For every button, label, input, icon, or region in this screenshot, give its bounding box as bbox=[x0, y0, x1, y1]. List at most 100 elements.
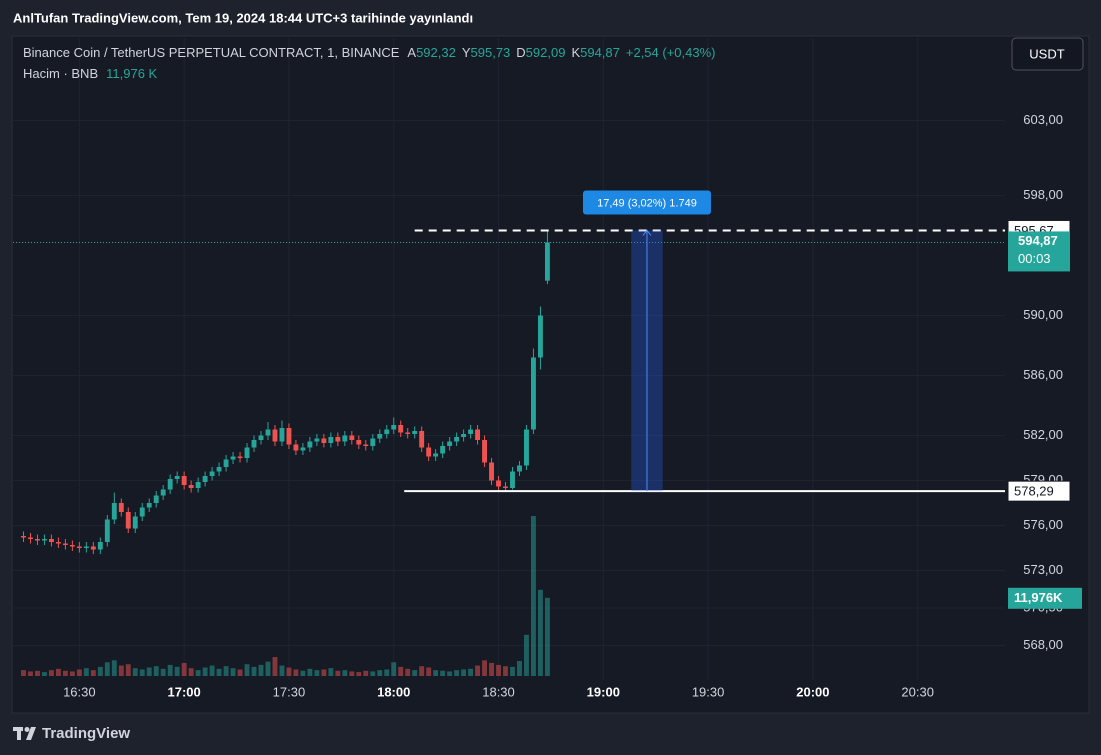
volume-bar bbox=[83, 668, 89, 676]
volume-bar bbox=[398, 666, 404, 676]
candle-body bbox=[286, 428, 292, 445]
candle-body bbox=[279, 428, 285, 442]
candle-body bbox=[28, 537, 33, 539]
volume-bar bbox=[524, 634, 529, 676]
candle-body bbox=[55, 542, 61, 544]
currency-label[interactable]: USDT bbox=[1029, 46, 1064, 61]
candle-body bbox=[349, 435, 355, 440]
candle-body bbox=[35, 539, 40, 541]
candle-body bbox=[21, 536, 26, 538]
volume-bar bbox=[356, 672, 362, 676]
header-title: AnlTufan TradingView.com, Tem 19, 2024 1… bbox=[13, 10, 473, 25]
legend-value: 592,32 bbox=[416, 45, 456, 60]
candle-body bbox=[321, 438, 327, 443]
y-tick-label: 598,00 bbox=[1023, 187, 1063, 202]
volume-bar bbox=[153, 666, 159, 676]
volume-bar bbox=[286, 667, 292, 676]
volume-bar bbox=[328, 668, 334, 676]
volume-bar bbox=[132, 668, 138, 676]
candle-body bbox=[440, 446, 446, 454]
x-tick-label: 19:00 bbox=[587, 684, 620, 699]
volume-bar bbox=[300, 670, 306, 676]
y-tick-label: 576,00 bbox=[1023, 517, 1063, 532]
candle-body bbox=[216, 467, 222, 472]
candle-body bbox=[426, 447, 432, 457]
volume-bar bbox=[160, 668, 166, 676]
volume-bar bbox=[447, 671, 453, 676]
volume-bar bbox=[111, 660, 117, 676]
y-tick-label: 573,00 bbox=[1023, 562, 1063, 577]
candle-body bbox=[447, 441, 453, 446]
candle-body bbox=[314, 438, 320, 442]
candle-body bbox=[118, 503, 124, 512]
candle-body bbox=[41, 539, 47, 541]
candle-body bbox=[258, 435, 264, 440]
candle-body bbox=[300, 447, 306, 451]
candle-body bbox=[230, 456, 236, 460]
volume-bar bbox=[544, 597, 550, 676]
candle-body bbox=[356, 440, 362, 445]
x-tick-label: 19:30 bbox=[692, 684, 725, 699]
x-tick-label: 17:00 bbox=[168, 684, 201, 699]
candle-body bbox=[174, 476, 180, 479]
volume-bar bbox=[293, 669, 299, 676]
legend-key: K bbox=[571, 45, 580, 60]
candle-body bbox=[461, 434, 467, 437]
volume-bar bbox=[440, 670, 446, 676]
candle-body bbox=[104, 519, 110, 542]
candle-body bbox=[398, 425, 404, 433]
volume-bar bbox=[307, 668, 313, 676]
volume-bar bbox=[48, 670, 54, 676]
candle-body bbox=[237, 456, 243, 458]
volume-bar bbox=[531, 516, 536, 676]
candle-body bbox=[293, 444, 299, 451]
candle-body bbox=[62, 543, 68, 545]
price-label: 578,29 bbox=[1014, 484, 1054, 499]
countdown-label: 00:03 bbox=[1018, 251, 1051, 266]
volume-bar bbox=[104, 662, 110, 676]
candle-body bbox=[468, 429, 474, 434]
candle-body bbox=[433, 453, 439, 457]
volume-bar bbox=[391, 662, 397, 676]
volume-bar bbox=[76, 669, 82, 676]
legend-title: Binance Coin / TetherUS PERPETUAL CONTRA… bbox=[23, 45, 400, 60]
volume-bar bbox=[237, 669, 243, 676]
volume-bar bbox=[28, 671, 33, 676]
volume-bar bbox=[251, 666, 257, 676]
candle-body bbox=[181, 476, 187, 485]
volume-bar bbox=[419, 666, 425, 676]
legend-value: 594,87 bbox=[580, 45, 620, 60]
measure-arrow-head bbox=[642, 229, 652, 236]
measure-label: 17,49 (3,02%) 1.749 bbox=[597, 197, 697, 209]
volume-bar bbox=[489, 662, 494, 676]
volume-bar bbox=[188, 668, 194, 676]
candle-body bbox=[272, 429, 278, 442]
logo-stem bbox=[17, 727, 21, 740]
candle-body bbox=[510, 471, 515, 488]
candle-body bbox=[76, 546, 82, 548]
candle-body bbox=[125, 512, 131, 529]
volume-bar bbox=[482, 660, 487, 676]
currency-button[interactable] bbox=[1011, 37, 1084, 71]
candle-body bbox=[97, 542, 103, 550]
candle-body bbox=[419, 431, 425, 448]
volume-bar bbox=[223, 666, 229, 676]
candle-body bbox=[132, 516, 138, 529]
volume-bar bbox=[363, 670, 369, 676]
last-price-label: 594,87 bbox=[1018, 233, 1058, 248]
volume-bar bbox=[335, 670, 341, 676]
candle-body bbox=[335, 437, 341, 442]
candle-body bbox=[111, 503, 117, 520]
legend-key: D bbox=[516, 45, 525, 60]
candle-body bbox=[384, 429, 390, 434]
volume-bar bbox=[230, 668, 236, 676]
candle-body bbox=[544, 242, 550, 281]
legend: Binance Coin / TetherUS PERPETUAL CONTRA… bbox=[23, 45, 716, 60]
volume-legend-label: Hacim · BNB bbox=[23, 66, 98, 81]
volume-bar bbox=[139, 669, 145, 676]
candle-body bbox=[503, 486, 508, 488]
volume-bar bbox=[167, 664, 173, 676]
volume-bar bbox=[195, 670, 201, 676]
